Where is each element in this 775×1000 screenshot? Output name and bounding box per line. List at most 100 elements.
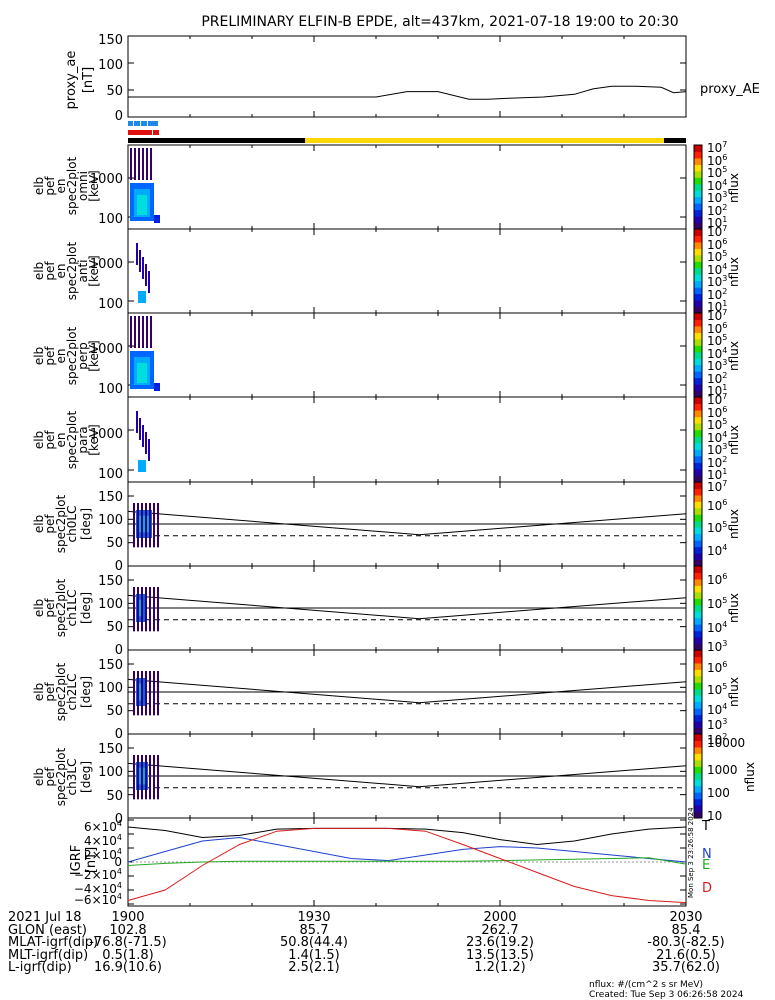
loss-cone-line	[127, 510, 687, 536]
cbar-tick: 101	[707, 215, 727, 230]
row-value: 1900	[111, 910, 144, 925]
cbar-tick: 103	[707, 717, 727, 732]
created-note: Created: Tue Sep 3 06:26:58 2024	[589, 990, 744, 1000]
tick-label: 0	[115, 643, 123, 658]
flux-streak	[157, 503, 159, 548]
cbar-label: nflux	[727, 257, 741, 287]
status-bar-blue	[141, 121, 147, 126]
flux-streak	[149, 503, 151, 548]
ylabel-line: pef	[43, 261, 57, 281]
tick-label: 150	[98, 658, 123, 673]
colorbar-segment	[694, 397, 702, 405]
tick-label: 1000	[90, 427, 123, 442]
panel-ch2lc-labels: elb pef spec2plot ch2LC [deg] 150 100 50…	[32, 658, 123, 742]
flux-blob	[138, 291, 146, 303]
ylabel-line: elb	[32, 347, 46, 365]
colorbar-segment	[694, 585, 702, 593]
cbar-tick: 101	[707, 299, 727, 314]
colorbar-segment	[694, 377, 702, 385]
loss-cone-line	[127, 762, 687, 788]
colorbar-segment	[694, 798, 702, 806]
colorbar-segment	[694, 429, 702, 437]
flux-streak	[146, 316, 148, 348]
colorbar-segment	[694, 293, 702, 301]
colorbar-segment	[694, 325, 702, 333]
flux-streak	[138, 316, 140, 348]
cbar-tick: 106	[707, 498, 727, 513]
colorbar-segment	[694, 267, 702, 275]
tick-label: 50	[106, 789, 123, 804]
cbar-tick: 107	[707, 140, 727, 155]
tick-mantissa: 4	[84, 834, 92, 848]
tick-mantissa: 2	[84, 848, 92, 862]
panel-omni-labels: elb pef en spec2plot omni [keV] 1000 100	[32, 156, 123, 227]
flux-streak	[130, 316, 132, 348]
series-proxy-ae	[128, 85, 687, 100]
colorbar-segment	[694, 630, 702, 638]
ylabel-line: elb	[32, 177, 46, 195]
flux-streak	[137, 671, 139, 716]
tick-label: 150	[98, 742, 123, 757]
ylabel-line: pef	[43, 514, 57, 534]
flux-streak	[150, 148, 152, 180]
ae-frame	[127, 35, 687, 118]
cbar-tick: 105	[707, 165, 727, 180]
row-value: 1.4(1.5)	[288, 948, 340, 963]
flux-streak	[157, 755, 159, 800]
tick-exponent: 4	[117, 847, 122, 856]
cbar-tick: 106	[707, 660, 727, 675]
tick-label: −2×104	[74, 867, 122, 882]
legend-E: E	[702, 858, 710, 873]
row-label: MLAT-igrf(dip)	[8, 935, 98, 950]
colorbar-segment	[694, 423, 702, 431]
ylabel-line: elb	[32, 431, 46, 449]
row-value: 262.7	[481, 923, 518, 938]
ylabel-line: spec2plot	[54, 578, 68, 637]
cbar-tick: 102	[707, 455, 727, 470]
flux-blob	[139, 515, 149, 533]
loss-cone-line	[127, 678, 687, 704]
colorbar-segment	[694, 785, 702, 793]
spectrogram-anti-frame	[127, 228, 687, 314]
tick-label: 50	[106, 704, 123, 719]
spectrogram-para-frame	[127, 396, 687, 483]
ylabel-line: [deg]	[79, 676, 93, 708]
ylabel-line: en	[54, 179, 68, 194]
flux-streak	[139, 250, 141, 272]
colorbar-segment	[694, 183, 702, 191]
ylabel-line: [keV]	[87, 424, 101, 455]
footer-ephemeris: 2021 Jul 18 1900 1930 2000 2030 GLON (ea…	[8, 910, 725, 975]
colorbar-segment	[694, 533, 702, 541]
tick-label: 4×104	[84, 833, 122, 848]
ylabel-line: [deg]	[79, 508, 93, 540]
colorbar-segment	[694, 300, 702, 308]
flux-streak	[133, 755, 135, 800]
ylabel-line: pef	[43, 346, 57, 366]
panel-ch3lc-labels: elb pef spec2plot ch3LC [deg] 150 100 50…	[32, 742, 123, 827]
cbar-tick: 104	[707, 178, 727, 193]
cbar-tick: 101	[707, 467, 727, 482]
row-value: 50.8(44.4)	[280, 935, 348, 950]
flux-streak	[133, 503, 135, 548]
colorbar-segment	[694, 695, 702, 703]
legend-D: D	[702, 881, 712, 896]
flux-streak	[150, 316, 152, 348]
flux-streak	[133, 587, 135, 632]
colorbar-segment	[694, 390, 702, 398]
flux-streak	[153, 671, 155, 716]
tick-label: 100	[98, 58, 123, 73]
colorbar-segment	[694, 669, 702, 677]
colorbar-segment	[694, 811, 702, 819]
tick-label: 100	[98, 513, 123, 528]
row-value: 2.5(2.1)	[288, 960, 340, 975]
colorbar-segment	[694, 520, 702, 528]
flux-streak	[157, 671, 159, 716]
colorbar-segment	[694, 740, 702, 748]
flux-streak	[130, 148, 132, 180]
flux-blob	[137, 195, 147, 215]
colorbar-segment	[694, 617, 702, 625]
colorbar-segment	[694, 436, 702, 444]
flux-streak	[137, 503, 139, 548]
tick-label: 6×104	[84, 819, 122, 834]
